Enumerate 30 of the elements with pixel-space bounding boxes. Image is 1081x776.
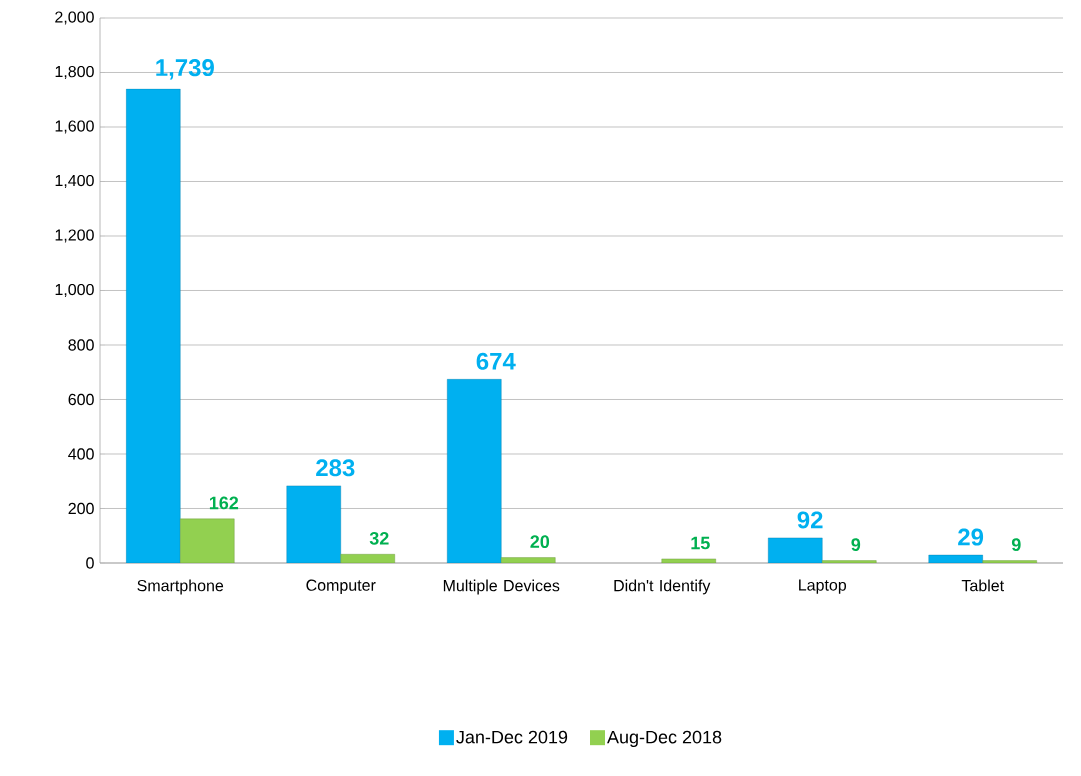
- data-label: 1,739: [156, 59, 214, 80]
- x-tick-label: Tablet: [961, 579, 1004, 592]
- legend-label: Jan-Dec 2019: [456, 730, 568, 744]
- x-tick-label: Computer: [306, 579, 376, 595]
- y-tick-label: 1,800: [55, 65, 94, 80]
- data-label: 92: [797, 511, 823, 529]
- data-label: 32: [369, 531, 389, 545]
- data-label: 674: [476, 352, 516, 370]
- data-label: 9: [851, 538, 861, 552]
- data-label: 20: [530, 535, 550, 549]
- y-tick-label: 800: [68, 339, 94, 351]
- data-label: 283: [316, 459, 355, 477]
- y-tick-label: 1,000: [55, 283, 94, 298]
- y-tick-label: 200: [68, 502, 94, 515]
- data-label: 9: [1011, 538, 1021, 552]
- legend-label: Aug-Dec 2018: [607, 730, 722, 747]
- data-label: 29: [958, 528, 984, 546]
- x-tick-label: Laptop: [799, 579, 847, 594]
- y-tick-label: 600: [68, 393, 94, 406]
- x-tick-label: Multiple Devices: [443, 579, 560, 595]
- data-label: 162: [209, 496, 239, 510]
- data-label: 15: [691, 536, 710, 550]
- y-tick-label: 1,400: [55, 174, 94, 189]
- y-tick-label: 0: [86, 557, 94, 569]
- y-tick-label: 1,600: [55, 120, 94, 134]
- x-tick-label: Didn't Identify: [614, 579, 711, 595]
- y-tick-label: 1,200: [55, 229, 94, 243]
- y-tick-label: 400: [68, 448, 94, 460]
- x-tick-label: Smartphone: [137, 579, 224, 595]
- y-tick-label: 2,000: [55, 11, 94, 25]
